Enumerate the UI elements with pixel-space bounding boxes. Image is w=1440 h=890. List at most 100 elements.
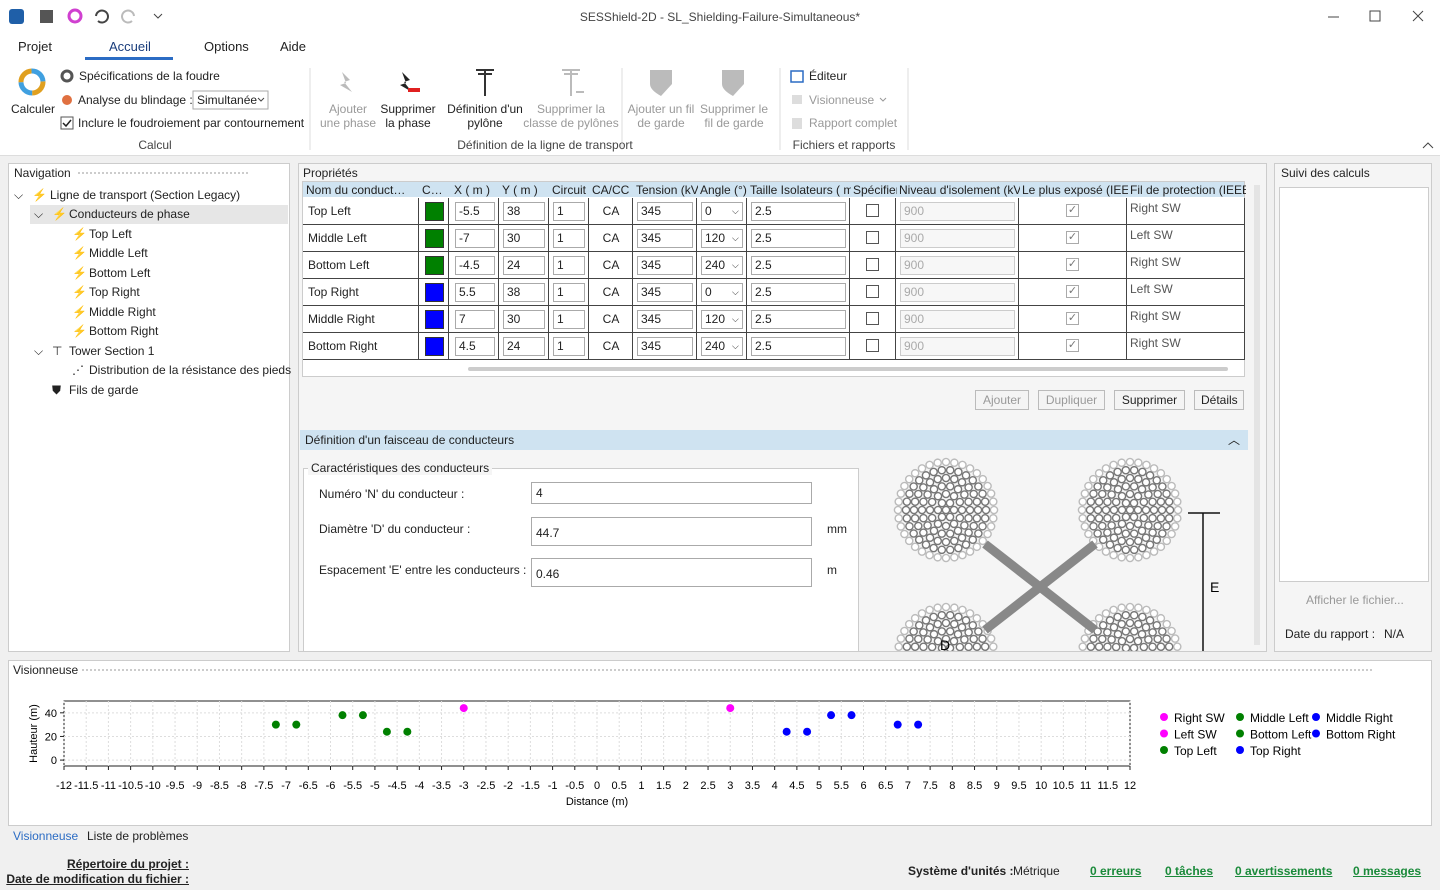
checkbox-label[interactable]: Inclure le foudroiement par contournemen… [78, 116, 305, 130]
cell[interactable]: Right SW [1130, 309, 1181, 323]
cell-input[interactable]: 1 [553, 283, 585, 302]
tab[interactable]: Visionneuse [13, 829, 79, 843]
cell-input[interactable]: 38 [503, 283, 545, 302]
color-swatch[interactable] [425, 202, 444, 221]
cell-input[interactable]: 1 [553, 229, 585, 248]
column-header[interactable]: Niveau d'isolement (kV) [899, 183, 1020, 197]
undo-icon[interactable] [95, 9, 109, 24]
cell[interactable]: Bottom Right [308, 339, 378, 353]
tree-item[interactable]: Middle Left [89, 246, 148, 260]
column-header[interactable]: Angle (°) [700, 183, 747, 197]
column-header[interactable]: Nom du conduct… [306, 183, 406, 197]
cell-input[interactable]: -7 [455, 229, 495, 248]
cell-input[interactable]: 4.5 [455, 337, 495, 356]
cell[interactable]: CA [602, 204, 620, 218]
customize-icon[interactable] [153, 13, 163, 19]
checkbox[interactable] [866, 339, 879, 352]
cell[interactable]: Bottom Left [308, 258, 370, 272]
color-swatch[interactable] [425, 283, 444, 302]
expander[interactable]: ⌵ [34, 207, 44, 221]
cell-input[interactable]: 1 [553, 310, 585, 329]
column-header[interactable]: Taille Isolateurs ( m [750, 183, 851, 197]
ribbon-item[interactable]: Éditeur [809, 69, 848, 83]
cell-input[interactable]: 240 [701, 256, 743, 275]
column-header[interactable]: X ( m ) [454, 183, 490, 197]
column-header[interactable]: Fil de protection (IEEE) [1130, 183, 1246, 197]
tree-item[interactable]: Bottom Right [89, 324, 159, 338]
cell[interactable]: CA [602, 258, 620, 272]
menu-item[interactable]: Aide [280, 39, 307, 54]
cell[interactable]: Middle Right [308, 312, 375, 326]
column-header[interactable]: Tension (kV) [636, 183, 698, 197]
cell-input[interactable]: 1 [553, 256, 585, 275]
cell-input[interactable]: 345 [637, 337, 693, 356]
cell[interactable]: Left SW [1130, 228, 1173, 242]
cell-input[interactable]: 7 [455, 310, 495, 329]
button[interactable]: Supprimer [1114, 390, 1185, 410]
cell-input[interactable]: 120 [701, 229, 743, 248]
color-swatch[interactable] [425, 337, 444, 356]
tree-item[interactable]: Ligne de transport (Section Legacy) [50, 188, 241, 202]
cell[interactable]: Right SW [1130, 255, 1181, 269]
cell-input[interactable]: 30 [503, 310, 545, 329]
checkbox[interactable] [866, 258, 879, 271]
cell-input[interactable]: 345 [637, 310, 693, 329]
tree-item[interactable]: Top Left [89, 227, 132, 241]
spin-input[interactable]: 4 [531, 482, 812, 504]
dropdown[interactable] [192, 90, 269, 110]
cell-input[interactable]: 2.5 [751, 283, 846, 302]
save-icon[interactable] [40, 10, 53, 23]
text-input[interactable]: 0.46 [531, 558, 812, 587]
collapse-ribbon[interactable] [1422, 142, 1434, 149]
text-input[interactable]: 44.7 [531, 517, 812, 546]
checkbox[interactable] [866, 204, 879, 217]
cell-input[interactable]: 0 [701, 202, 743, 221]
color-swatch[interactable] [425, 229, 444, 248]
cell-input[interactable]: 345 [637, 229, 693, 248]
cell[interactable]: Top Right [308, 285, 359, 299]
status-link[interactable]: 0 avertissements [1235, 864, 1333, 878]
cell-input[interactable]: 345 [637, 283, 693, 302]
column-header[interactable]: CA/CC [592, 183, 630, 197]
checkbox[interactable] [60, 116, 74, 130]
app-icon[interactable] [9, 9, 24, 24]
tree-item[interactable]: Fils de garde [69, 383, 139, 397]
cell-input[interactable]: 2.5 [751, 256, 846, 275]
cell-input[interactable]: 24 [503, 256, 545, 275]
ribbon-button[interactable]: Définition d'un pylône [447, 102, 523, 130]
cell[interactable]: Right SW [1130, 201, 1181, 215]
status-link[interactable]: 0 messages [1353, 864, 1422, 878]
h-scrollbar[interactable] [468, 367, 1228, 371]
cell-input[interactable]: 38 [503, 202, 545, 221]
cell-input[interactable]: 240 [701, 337, 743, 356]
cell-input[interactable]: 5.5 [455, 283, 495, 302]
column-header[interactable]: Y ( m ) [502, 183, 538, 197]
cell-input[interactable]: 2.5 [751, 229, 846, 248]
maximize[interactable] [1369, 10, 1381, 22]
cell-input[interactable]: 345 [637, 202, 693, 221]
menu-item[interactable]: Options [204, 39, 249, 54]
column-header[interactable]: C… [422, 183, 443, 197]
collapse[interactable]: ︿ [1228, 433, 1241, 447]
cell[interactable]: CA [602, 339, 620, 353]
expander[interactable]: ⌵ [14, 188, 24, 202]
cell[interactable]: Top Left [308, 204, 351, 218]
ribbon-button[interactable]: Supprimer la phase [380, 102, 436, 130]
cell-input[interactable]: -4.5 [455, 256, 495, 275]
tab[interactable]: Liste de problèmes [87, 829, 189, 843]
v-scrollbar[interactable] [1254, 185, 1260, 645]
checkbox[interactable] [866, 231, 879, 244]
column-header[interactable]: Le plus exposé (IEEE) [1022, 183, 1128, 197]
calc-icon[interactable] [67, 8, 83, 24]
tree-item[interactable]: Bottom Left [89, 266, 151, 280]
cell-input[interactable]: 345 [637, 256, 693, 275]
column-header[interactable]: Circuit [552, 183, 587, 197]
cell[interactable]: CA [602, 231, 620, 245]
cell-input[interactable]: 24 [503, 337, 545, 356]
button[interactable]: Détails [1194, 390, 1244, 410]
checkbox[interactable] [866, 285, 879, 298]
cell[interactable]: Right SW [1130, 336, 1181, 350]
expander[interactable]: ⌵ [34, 344, 44, 358]
cell-input[interactable]: 2.5 [751, 337, 846, 356]
section-header[interactable] [300, 430, 1248, 450]
